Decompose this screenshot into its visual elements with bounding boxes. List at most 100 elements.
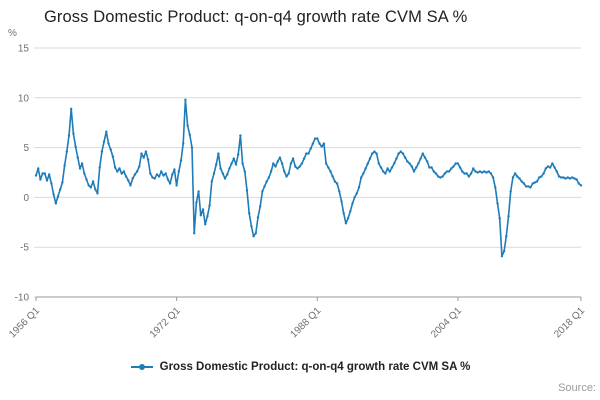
data-point[interactable] xyxy=(52,193,55,196)
data-point[interactable] xyxy=(426,160,429,163)
data-point[interactable] xyxy=(404,156,407,159)
data-point[interactable] xyxy=(518,177,521,180)
data-point[interactable] xyxy=(507,215,510,218)
data-point[interactable] xyxy=(513,172,517,175)
data-point[interactable] xyxy=(452,165,455,168)
data-point[interactable] xyxy=(313,137,317,140)
data-point[interactable] xyxy=(67,134,71,137)
data-point[interactable] xyxy=(353,196,356,199)
data-point[interactable] xyxy=(168,182,172,185)
data-point[interactable] xyxy=(48,173,51,176)
data-point[interactable] xyxy=(41,172,44,175)
data-point[interactable] xyxy=(483,170,486,173)
data-point[interactable] xyxy=(375,152,378,155)
data-point[interactable] xyxy=(133,173,137,176)
data-point[interactable] xyxy=(298,165,301,168)
data-point[interactable] xyxy=(177,170,180,173)
data-point[interactable] xyxy=(406,160,409,163)
data-point[interactable] xyxy=(76,156,80,159)
data-point[interactable] xyxy=(538,176,541,179)
data-point[interactable] xyxy=(175,184,178,187)
data-point[interactable] xyxy=(74,145,77,148)
data-point[interactable] xyxy=(269,170,273,173)
data-point[interactable] xyxy=(355,192,358,195)
data-point[interactable] xyxy=(458,166,462,169)
data-point[interactable] xyxy=(309,147,312,150)
data-point[interactable] xyxy=(254,232,257,235)
data-point[interactable] xyxy=(124,175,128,178)
data-point[interactable] xyxy=(456,162,460,165)
data-point[interactable] xyxy=(384,172,387,175)
data-point[interactable] xyxy=(149,172,152,175)
data-point[interactable] xyxy=(120,172,123,175)
data-point[interactable] xyxy=(478,170,482,173)
data-point[interactable] xyxy=(94,188,97,191)
data-point[interactable] xyxy=(509,190,512,193)
data-point[interactable] xyxy=(217,152,220,155)
data-point[interactable] xyxy=(575,178,578,181)
data-point[interactable] xyxy=(105,130,108,133)
data-point[interactable] xyxy=(135,170,139,173)
data-point[interactable] xyxy=(129,184,132,187)
data-point[interactable] xyxy=(553,166,556,169)
data-point[interactable] xyxy=(221,172,224,175)
data-point[interactable] xyxy=(63,164,66,167)
data-point[interactable] xyxy=(107,142,110,145)
data-point[interactable] xyxy=(540,175,543,178)
data-point[interactable] xyxy=(296,167,299,170)
data-point[interactable] xyxy=(571,176,574,179)
data-point[interactable] xyxy=(579,184,583,187)
data-point[interactable] xyxy=(248,212,251,215)
data-point[interactable] xyxy=(70,107,73,111)
data-point[interactable] xyxy=(164,172,167,175)
data-point[interactable] xyxy=(412,170,416,173)
data-point[interactable] xyxy=(78,167,82,170)
data-point[interactable] xyxy=(564,177,567,180)
data-point[interactable] xyxy=(188,133,191,136)
data-point[interactable] xyxy=(516,175,519,178)
data-point[interactable] xyxy=(127,179,130,182)
data-point[interactable] xyxy=(465,172,468,175)
data-point[interactable] xyxy=(122,170,126,173)
data-point[interactable] xyxy=(263,185,266,188)
data-point[interactable] xyxy=(278,156,282,159)
data-point[interactable] xyxy=(491,176,495,179)
data-point[interactable] xyxy=(393,162,396,165)
data-point[interactable] xyxy=(116,170,119,173)
data-point[interactable] xyxy=(215,163,218,166)
data-point[interactable] xyxy=(382,170,385,173)
data-point[interactable] xyxy=(533,181,537,184)
data-point[interactable] xyxy=(166,178,170,181)
data-point[interactable] xyxy=(261,190,264,193)
data-point[interactable] xyxy=(54,202,57,205)
data-point[interactable] xyxy=(91,180,95,183)
data-point[interactable] xyxy=(395,157,398,160)
data-point[interactable] xyxy=(445,170,449,173)
data-point[interactable] xyxy=(432,170,435,173)
data-point[interactable] xyxy=(289,162,293,165)
data-point[interactable] xyxy=(535,180,539,183)
data-point[interactable] xyxy=(447,170,451,173)
data-point[interactable] xyxy=(267,176,271,179)
data-point[interactable] xyxy=(140,152,143,155)
data-point[interactable] xyxy=(335,182,339,185)
data-point[interactable] xyxy=(373,150,376,153)
data-point[interactable] xyxy=(37,167,40,170)
data-point[interactable] xyxy=(61,181,64,184)
data-point[interactable] xyxy=(256,216,260,219)
data-point[interactable] xyxy=(111,155,115,158)
data-point[interactable] xyxy=(39,178,42,181)
data-point[interactable] xyxy=(151,176,154,179)
data-point[interactable] xyxy=(212,172,216,175)
data-point[interactable] xyxy=(100,150,104,153)
data-point[interactable] xyxy=(285,175,288,178)
data-point[interactable] xyxy=(184,98,187,102)
data-point[interactable] xyxy=(274,165,277,168)
data-point[interactable] xyxy=(360,176,363,179)
data-point[interactable] xyxy=(333,180,337,183)
data-point[interactable] xyxy=(199,214,202,217)
data-point[interactable] xyxy=(502,250,506,253)
data-point[interactable] xyxy=(201,208,205,211)
data-point[interactable] xyxy=(344,222,348,225)
gdp-series[interactable] xyxy=(34,98,583,258)
